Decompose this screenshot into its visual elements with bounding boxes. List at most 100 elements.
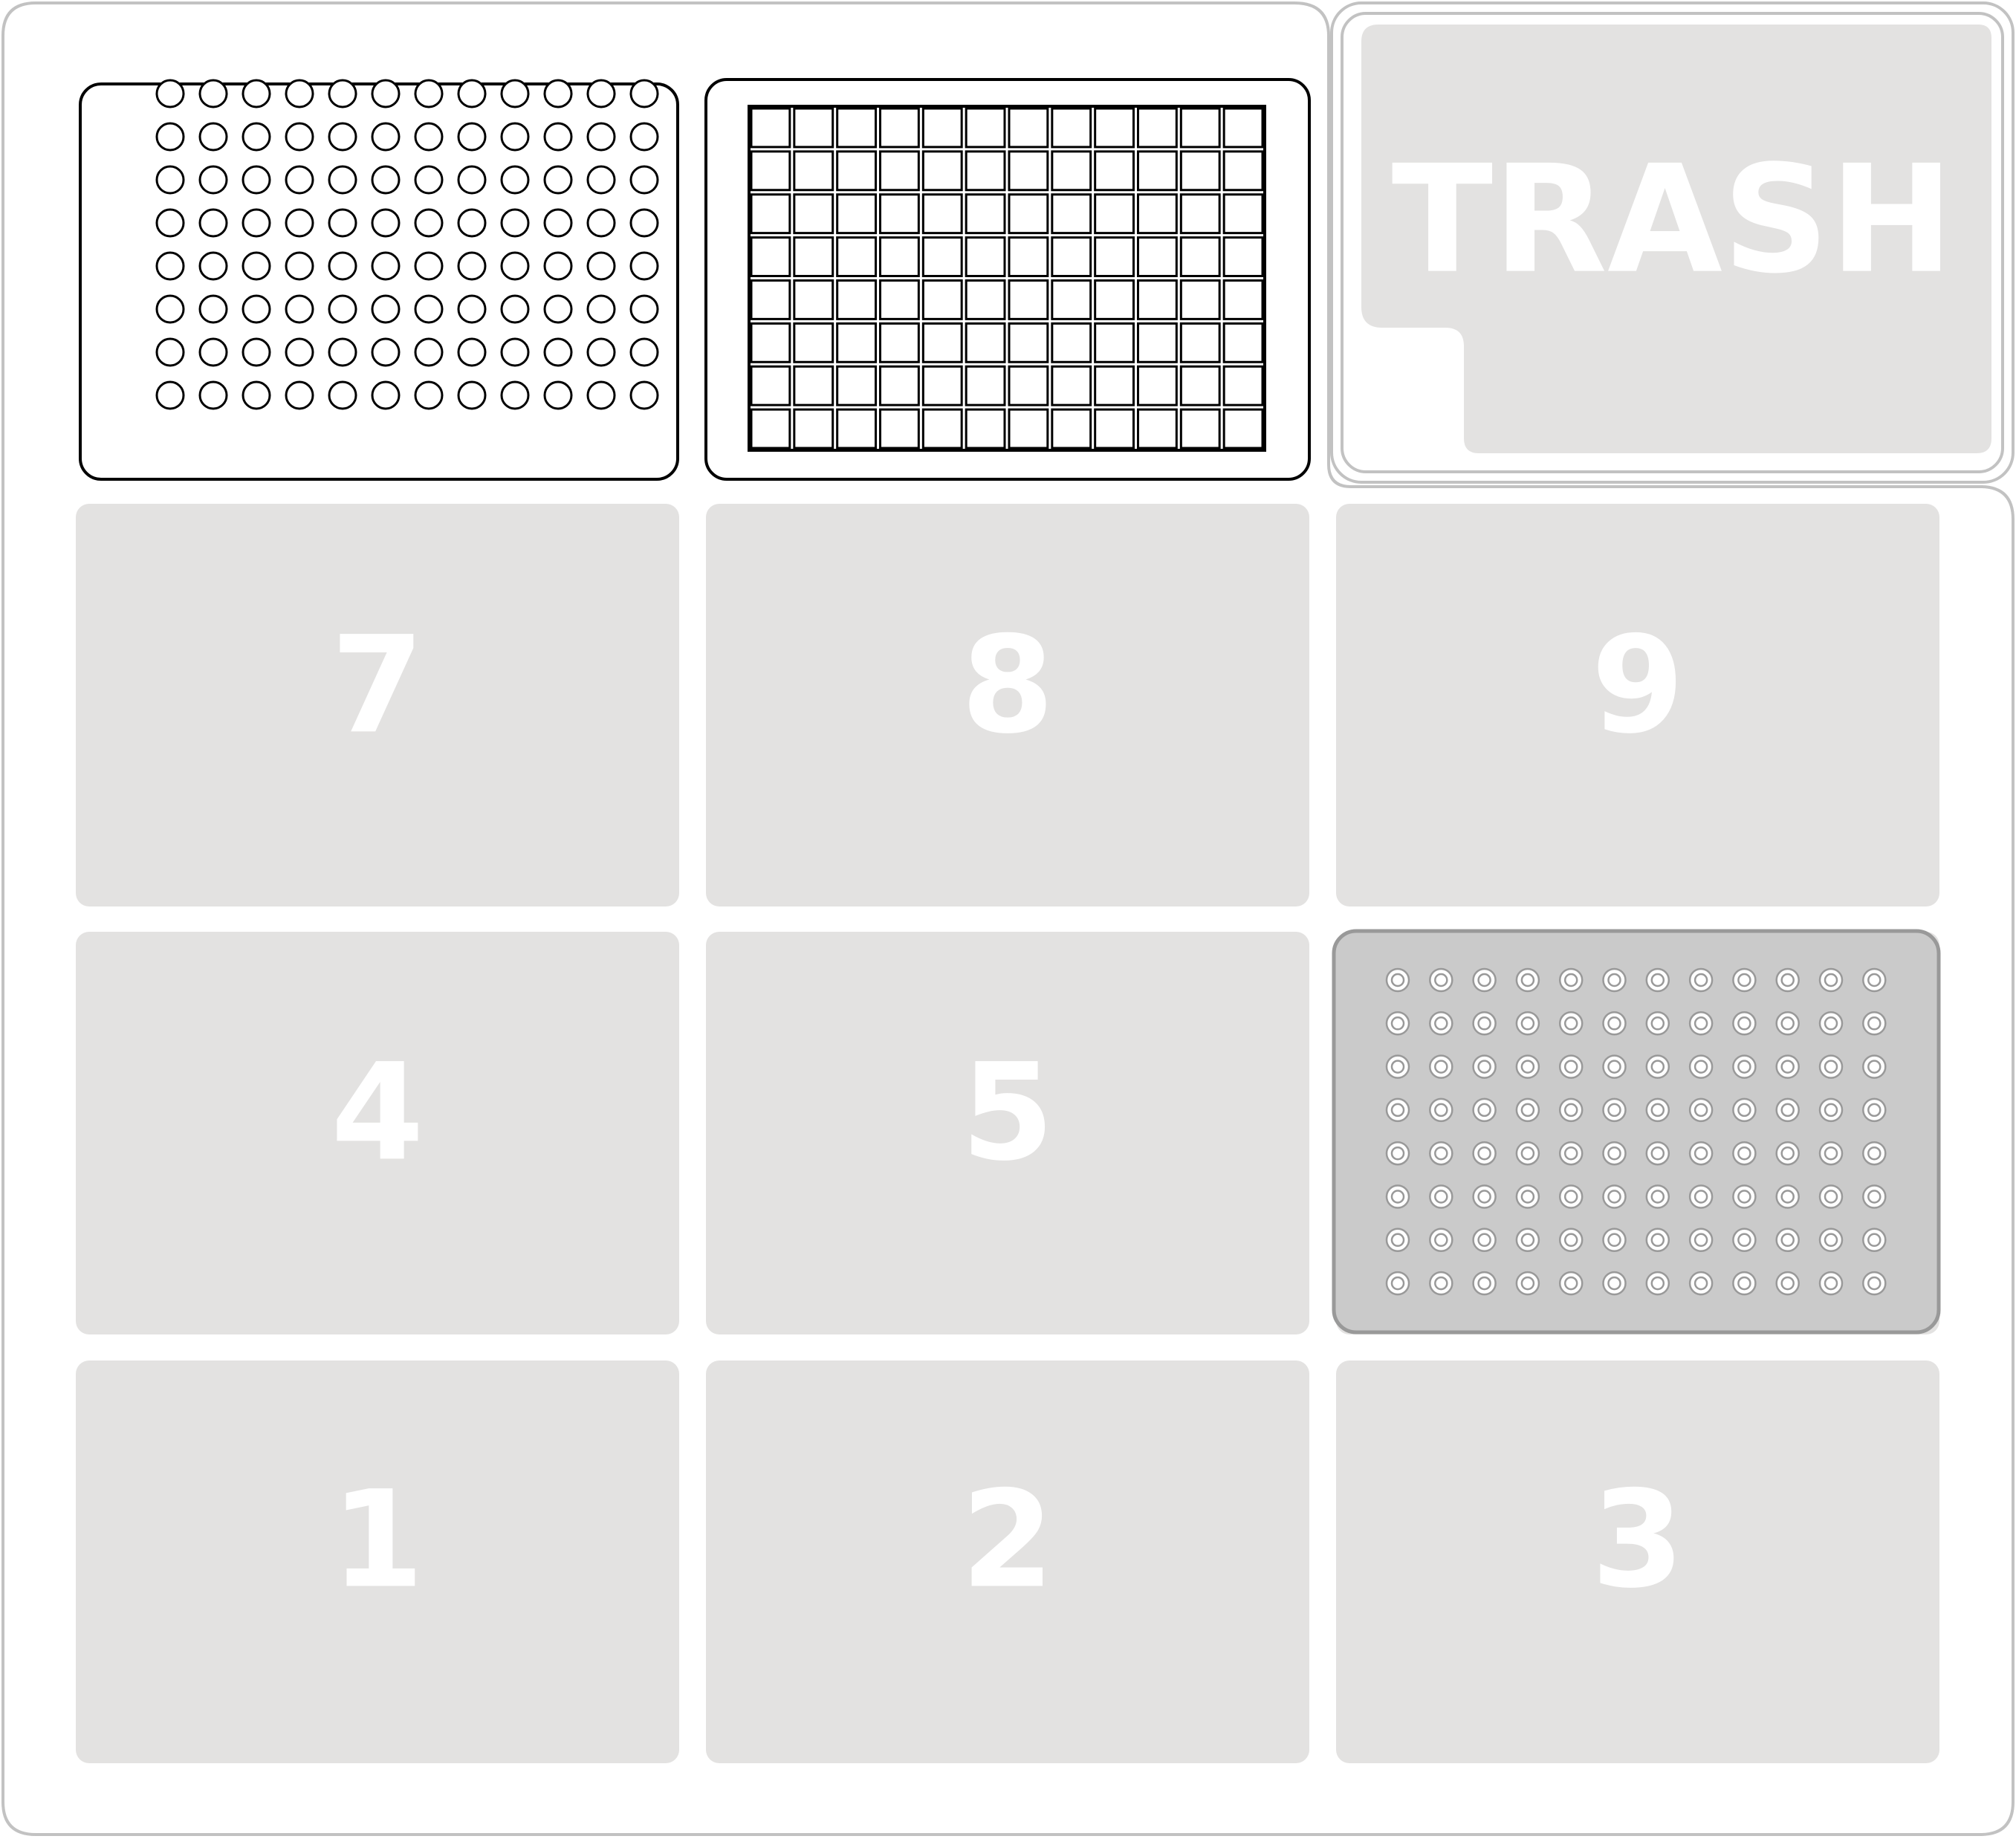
well-inner <box>1479 1147 1491 1159</box>
well <box>1052 366 1091 405</box>
well <box>415 210 442 236</box>
well <box>157 210 184 236</box>
well-inner <box>1652 1017 1664 1029</box>
well-inner <box>1392 1061 1404 1073</box>
well <box>923 409 962 448</box>
slot-7[interactable]: 7 <box>76 504 679 906</box>
well <box>1181 281 1219 320</box>
well-inner <box>1695 1104 1707 1116</box>
slot-4-label: 4 <box>331 1035 424 1190</box>
slot-1[interactable]: 1 <box>76 1360 679 1763</box>
well-inner <box>1435 974 1447 986</box>
well <box>588 339 615 366</box>
well-inner <box>1565 1147 1577 1159</box>
well <box>329 382 356 409</box>
well <box>502 166 528 193</box>
well-inner <box>1522 1017 1534 1029</box>
well-inner <box>1609 1277 1621 1289</box>
well-inner <box>1479 1061 1491 1073</box>
well <box>1138 323 1177 362</box>
well <box>458 253 485 279</box>
slot-6[interactable] <box>1334 931 1939 1334</box>
well-inner <box>1565 1061 1577 1073</box>
well <box>1181 108 1219 147</box>
well <box>1138 281 1177 320</box>
well-inner <box>1868 1234 1880 1246</box>
well <box>966 238 1005 276</box>
well <box>966 281 1005 320</box>
well <box>1138 409 1177 448</box>
well <box>1181 409 1219 448</box>
well <box>794 108 833 147</box>
slot-2[interactable]: 2 <box>706 1360 1309 1763</box>
slot-11[interactable] <box>706 80 1309 479</box>
well-inner <box>1609 1017 1621 1029</box>
slot-8-label: 8 <box>961 608 1054 763</box>
well <box>1009 195 1048 233</box>
well-inner <box>1782 1017 1794 1029</box>
well <box>588 296 615 322</box>
slot-4[interactable]: 4 <box>76 932 679 1334</box>
well <box>837 409 876 448</box>
well <box>966 108 1005 147</box>
well-inner <box>1782 1147 1794 1159</box>
well <box>1095 323 1134 362</box>
well <box>286 210 313 236</box>
well <box>329 339 356 366</box>
slot-8[interactable]: 8 <box>706 504 1309 906</box>
well <box>588 382 615 409</box>
well <box>588 210 615 236</box>
well-inner <box>1868 974 1880 986</box>
well <box>329 166 356 193</box>
well-inner <box>1565 1017 1577 1029</box>
well <box>881 108 919 147</box>
well <box>502 339 528 366</box>
well <box>286 123 313 150</box>
well-inner <box>1652 1104 1664 1116</box>
well <box>751 366 790 405</box>
well <box>751 152 790 190</box>
well-inner <box>1479 1277 1491 1289</box>
slot-3[interactable]: 3 <box>1336 1360 1939 1763</box>
well <box>415 382 442 409</box>
well-inner <box>1825 1017 1837 1029</box>
well <box>372 253 399 279</box>
well <box>1009 281 1048 320</box>
slot-5[interactable]: 5 <box>706 932 1309 1334</box>
well <box>200 296 227 322</box>
well <box>1224 238 1263 276</box>
well <box>966 323 1005 362</box>
well <box>1224 152 1263 190</box>
plate-96-highlighted[interactable] <box>1334 931 1939 1332</box>
well <box>794 195 833 233</box>
well <box>837 366 876 405</box>
well <box>502 253 528 279</box>
well-inner <box>1392 1277 1404 1289</box>
well <box>1181 195 1219 233</box>
well <box>329 123 356 150</box>
well <box>286 253 313 279</box>
well <box>1181 323 1219 362</box>
well <box>502 210 528 236</box>
well <box>1138 238 1177 276</box>
well-inner <box>1565 1191 1577 1203</box>
well <box>837 108 876 147</box>
well <box>588 166 615 193</box>
slot-9[interactable]: 9 <box>1336 504 1939 906</box>
well <box>200 166 227 193</box>
well-inner <box>1652 1061 1664 1073</box>
well-inner <box>1738 1277 1750 1289</box>
well <box>923 195 962 233</box>
well-inner <box>1868 1061 1880 1073</box>
well <box>1009 238 1048 276</box>
well-inner <box>1868 1191 1880 1203</box>
slot-2-label: 2 <box>961 1462 1054 1618</box>
well <box>1095 409 1134 448</box>
well-inner <box>1868 1104 1880 1116</box>
well <box>1009 108 1048 147</box>
well-inner <box>1738 1104 1750 1116</box>
well <box>243 80 270 107</box>
well <box>200 339 227 366</box>
slot-10[interactable] <box>80 80 678 479</box>
